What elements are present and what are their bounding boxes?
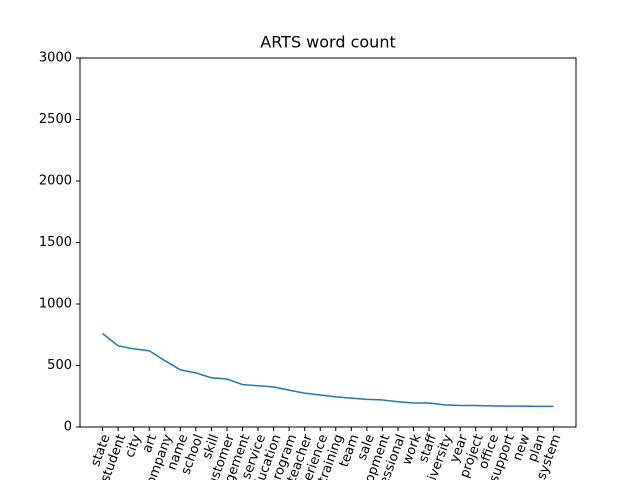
y-tick-label: 1000 xyxy=(39,297,72,312)
y-tick-label: 2500 xyxy=(39,112,72,127)
x-tick-label: art xyxy=(140,432,160,454)
y-tick-label: 0 xyxy=(64,420,72,435)
y-tick-label: 3000 xyxy=(39,51,72,66)
y-tick-label: 500 xyxy=(47,358,72,373)
y-tick-label: 2000 xyxy=(39,174,72,189)
chart-title: ARTS word count xyxy=(260,33,395,52)
y-tick-label: 1500 xyxy=(39,235,72,250)
plot-frame xyxy=(79,57,577,428)
data-line xyxy=(102,332,554,408)
